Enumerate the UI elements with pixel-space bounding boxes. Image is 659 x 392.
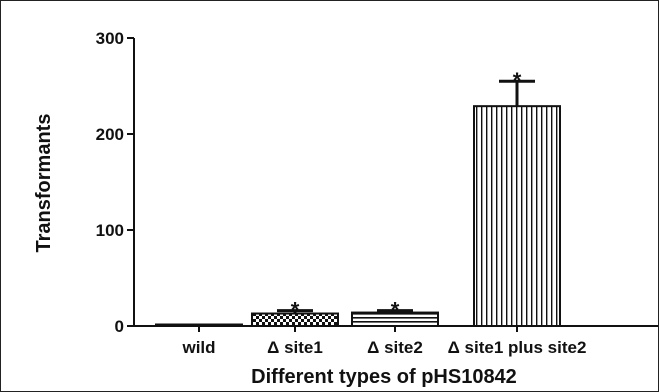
significance-mark-3: * [513,68,522,93]
x-axis-title: Different types of pHS10842 [251,366,517,388]
y-axis-title: Transformants [33,114,55,253]
bar-3 [473,105,561,327]
x-tick-label: Δ site1 plus site2 [448,338,587,357]
y-tick-label: 300 [96,29,124,48]
plot-area: 0 100 200 300 wild * Δ site1 * Δ site2 * Δ site1 p… [96,29,658,357]
y-tick-label: 200 [96,125,124,144]
x-tick-label: wild [181,338,215,357]
y-tick-label: 0 [115,317,124,336]
y-tick-label: 100 [96,221,124,240]
significance-mark-2: * [391,298,400,323]
x-tick-label: Δ site2 [367,338,423,357]
x-tick-label: Δ site1 [267,338,323,357]
significance-mark-1: * [291,298,300,323]
